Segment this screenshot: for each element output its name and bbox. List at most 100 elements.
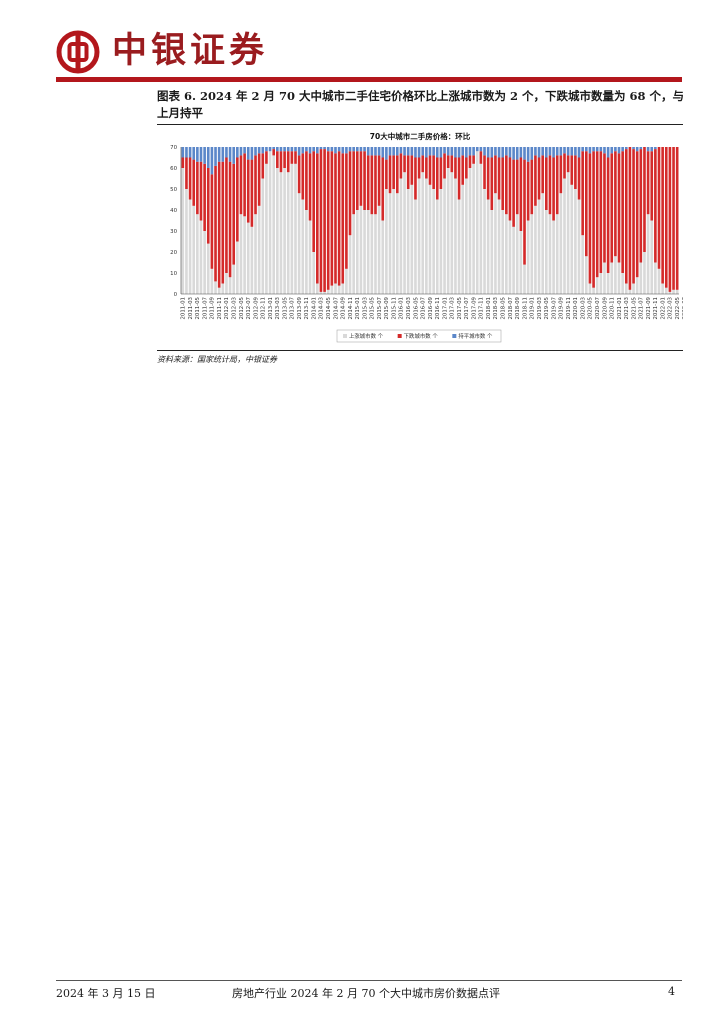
bar-segment xyxy=(523,159,526,265)
bar-segment xyxy=(319,291,323,294)
bar-segment xyxy=(203,147,206,164)
bar-segment xyxy=(290,163,294,294)
y-tick-label: 0 xyxy=(174,292,178,298)
x-tick-label: 2013-05 xyxy=(282,297,288,320)
bar-segment xyxy=(501,147,505,158)
bar-segment xyxy=(428,155,432,185)
bar-segment xyxy=(192,159,196,206)
bar-segment xyxy=(355,147,359,152)
bar-segment xyxy=(377,147,381,156)
bar-segment xyxy=(512,159,515,227)
bar-segment xyxy=(334,153,337,284)
bar-segment xyxy=(617,262,621,294)
bar-segment xyxy=(272,155,275,294)
bar-segment xyxy=(624,149,628,284)
bar-segment xyxy=(181,168,185,294)
legend-label: 上涨城市数 个 xyxy=(349,332,384,340)
bar-segment xyxy=(490,210,494,294)
bar-segment xyxy=(566,172,570,294)
bar-segment xyxy=(399,178,403,294)
bar-segment xyxy=(541,155,544,194)
bar-segment xyxy=(388,155,392,194)
bar-segment xyxy=(217,287,221,294)
bar-segment xyxy=(483,155,486,189)
bar-segment xyxy=(585,256,588,294)
bar-segment xyxy=(243,147,246,154)
x-tick-label: 2018-03 xyxy=(493,297,499,320)
bar-segment xyxy=(374,155,377,215)
x-tick-label: 2021-11 xyxy=(653,297,659,320)
bar-segment xyxy=(188,157,192,200)
bar-segment xyxy=(664,287,668,294)
bar-segment xyxy=(490,147,494,158)
bar-segment xyxy=(323,149,326,292)
bar-segment xyxy=(657,147,661,269)
x-tick-label: 2016-05 xyxy=(413,297,419,320)
bar-segment xyxy=(385,159,388,189)
bar-segment xyxy=(410,155,414,185)
bar-segment xyxy=(432,155,435,189)
bar-segment xyxy=(446,168,450,294)
bar-series xyxy=(181,147,679,294)
chart-title: 70大中城市二手房价格：环比 xyxy=(370,131,471,141)
bar-segment xyxy=(254,155,257,215)
bar-segment xyxy=(417,157,421,179)
bar-segment xyxy=(581,151,584,236)
bar-segment xyxy=(301,153,305,200)
bar-segment xyxy=(316,147,319,154)
bar-segment xyxy=(261,147,265,154)
bar-segment xyxy=(606,147,610,158)
bar-segment xyxy=(334,147,337,154)
x-axis: 2011-01 2011-03 2011-05 2011-07 2011-09 2011-… xyxy=(181,293,683,320)
bar-segment xyxy=(355,151,359,210)
x-tick-label: 2012-07 xyxy=(246,297,252,320)
legend-label: 持平城市数 个 xyxy=(458,332,493,340)
bar-segment xyxy=(606,273,610,294)
bank-logo xyxy=(56,30,100,74)
bar-segment xyxy=(548,214,552,294)
bar-segment xyxy=(425,147,428,158)
bar-segment xyxy=(606,157,610,273)
bar-segment xyxy=(286,147,290,152)
bar-segment xyxy=(272,149,275,156)
bar-segment xyxy=(345,268,348,294)
bar-segment xyxy=(206,243,210,294)
footer-date: 2024 年 3 月 15 日 xyxy=(56,987,156,1000)
x-tick-label: 2020-03 xyxy=(580,297,586,320)
x-tick-label: 2019-09 xyxy=(559,296,565,319)
bar-segment xyxy=(570,147,574,156)
bar-segment xyxy=(319,149,323,292)
bar-segment xyxy=(348,151,352,236)
bar-segment xyxy=(312,147,315,152)
bar-segment xyxy=(425,178,428,294)
bar-segment xyxy=(297,155,301,194)
bar-segment xyxy=(283,168,286,294)
x-tick-label: 2017-05 xyxy=(457,297,463,320)
bar-segment xyxy=(614,256,617,294)
x-tick-label: 2016-03 xyxy=(406,297,412,320)
bar-segment xyxy=(323,147,326,150)
bar-segment xyxy=(501,210,505,294)
bar-segment xyxy=(243,153,246,217)
brand-name: 中银证券 xyxy=(112,30,269,71)
bar-segment xyxy=(348,235,352,294)
bar-segment xyxy=(519,147,523,158)
bar-segment xyxy=(210,268,214,294)
bar-segment xyxy=(519,231,523,294)
bar-segment xyxy=(337,151,341,286)
bar-segment xyxy=(406,155,410,189)
bar-segment xyxy=(472,147,475,156)
bar-segment xyxy=(632,283,635,294)
bar-segment xyxy=(232,163,236,265)
bar-segment xyxy=(319,147,323,150)
bar-segment xyxy=(225,273,228,294)
bar-segment xyxy=(559,193,563,294)
x-tick-label: 2015-01 xyxy=(355,297,361,320)
bar-segment xyxy=(457,157,461,200)
legend-swatch xyxy=(343,334,347,338)
bar-segment xyxy=(279,172,283,294)
bar-segment xyxy=(468,147,472,156)
x-tick-label: 2020-09 xyxy=(602,296,608,319)
bar-segment xyxy=(435,147,439,158)
bar-segment xyxy=(326,151,330,290)
